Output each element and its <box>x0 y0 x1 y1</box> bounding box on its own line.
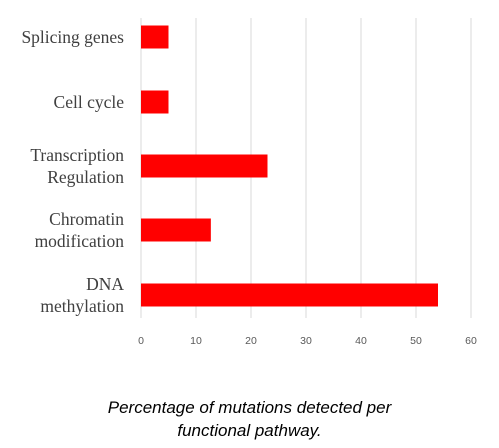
caption-line-2: functional pathway. <box>177 421 322 440</box>
x-tick-label: 50 <box>410 335 422 347</box>
x-tick-label: 10 <box>190 335 202 347</box>
category-label-line: Cell cycle <box>54 92 125 112</box>
category-label-line: methylation <box>40 296 124 316</box>
bar-transcription-regulation <box>141 154 268 178</box>
category-label: Splicing genes <box>21 27 124 47</box>
category-label: Cell cycle <box>54 92 125 112</box>
bars <box>141 25 438 307</box>
category-label: DNA methylation <box>40 274 124 316</box>
x-tick-label: 30 <box>300 335 312 347</box>
category-label-line: modification <box>35 231 125 251</box>
category-label: Transcription Regulation <box>30 145 124 187</box>
category-label-line: DNA <box>86 274 124 294</box>
bar-chart: Splicing genes Cell cycle Transcription Reg… <box>21 18 477 347</box>
category-label-line: Transcription <box>30 145 124 165</box>
caption-line-1: Percentage of mutations detected per <box>107 398 392 417</box>
x-tick-label: 0 <box>138 335 144 347</box>
bar-chromatin-modification <box>141 218 211 242</box>
category-label: Chromatin modification <box>35 209 125 251</box>
x-tick-label: 60 <box>465 335 477 347</box>
category-label-line: Splicing genes <box>21 27 124 47</box>
category-label-line: Chromatin <box>49 209 124 229</box>
x-axis-tick-labels: 0 10 20 30 40 50 60 <box>138 335 477 347</box>
category-label-line: Regulation <box>47 167 124 187</box>
x-tick-label: 20 <box>245 335 257 347</box>
bar-splicing-genes <box>141 25 169 49</box>
bar-dna-methylation <box>141 283 438 307</box>
x-tick-label: 40 <box>355 335 367 347</box>
category-labels: Splicing genes Cell cycle Transcription Reg… <box>21 27 124 316</box>
bar-cell-cycle <box>141 90 169 114</box>
